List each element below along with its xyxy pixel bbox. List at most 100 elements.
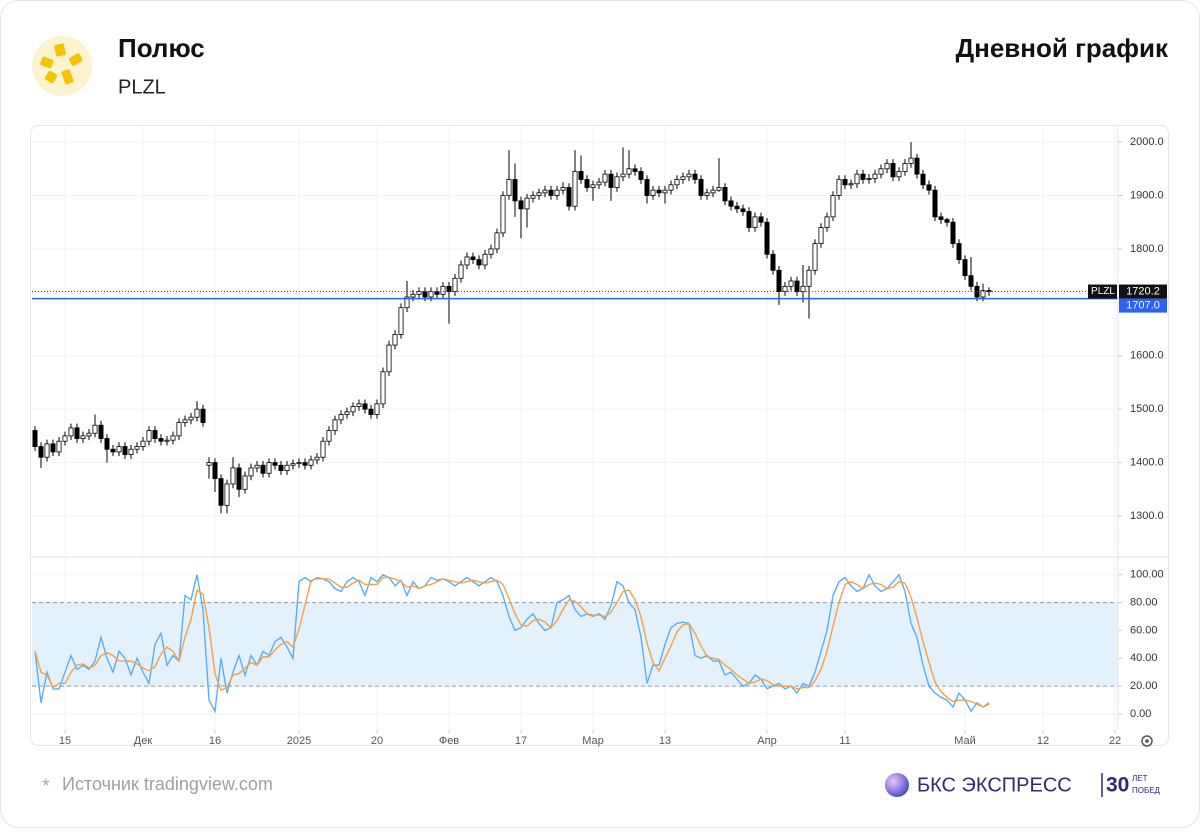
anniversary-tail: ПОБЕД bbox=[1132, 786, 1161, 795]
candle-body bbox=[248, 467, 254, 477]
candle-body bbox=[626, 168, 632, 175]
candle-body bbox=[440, 285, 446, 295]
candle-body bbox=[398, 307, 404, 335]
candle-body bbox=[80, 435, 86, 439]
candle-body bbox=[284, 464, 290, 472]
candle-body bbox=[518, 200, 524, 210]
candle-body bbox=[470, 256, 476, 261]
candle-body bbox=[188, 416, 194, 421]
plot-area: 1300.01400.01500.01600.01700.01800.01900… bbox=[32, 125, 1167, 747]
candle-body bbox=[362, 403, 368, 410]
candle-body bbox=[962, 259, 968, 277]
x-tick-label: Фев bbox=[439, 735, 459, 747]
candle-body bbox=[152, 430, 158, 439]
candle-body bbox=[56, 440, 62, 453]
candle-body bbox=[98, 424, 104, 439]
candle-body bbox=[890, 163, 896, 178]
candle-body bbox=[824, 216, 830, 228]
candle-body bbox=[734, 205, 740, 210]
series-line bbox=[34, 573, 990, 714]
y-tick-label: 1400.0 bbox=[1130, 456, 1164, 468]
company-name: Полюс bbox=[118, 33, 205, 63]
candle-body bbox=[572, 171, 578, 207]
candle-body bbox=[794, 280, 800, 293]
candle-body bbox=[32, 430, 38, 447]
candle-body bbox=[176, 422, 182, 437]
candle-body bbox=[344, 411, 350, 415]
candle-body bbox=[620, 173, 626, 178]
settings-icon[interactable] bbox=[1141, 735, 1153, 747]
anniversary-word: ЛЕТ bbox=[1132, 774, 1148, 783]
candle-body bbox=[926, 184, 932, 191]
candle-body bbox=[740, 208, 746, 212]
candle-body bbox=[680, 176, 686, 180]
candle-body bbox=[662, 189, 668, 194]
candle-body bbox=[950, 221, 956, 244]
company-logo bbox=[32, 36, 92, 96]
candle-body bbox=[830, 195, 836, 218]
candle-body bbox=[332, 419, 338, 431]
source-note: Источник tradingview.com bbox=[62, 774, 273, 794]
candle-body bbox=[776, 269, 782, 293]
candle-body bbox=[392, 333, 398, 346]
candle-body bbox=[242, 475, 248, 490]
candle-body bbox=[62, 435, 68, 442]
candle-body bbox=[692, 173, 698, 180]
candle-body bbox=[584, 179, 590, 188]
candle-body bbox=[554, 189, 560, 196]
candle-body bbox=[902, 163, 908, 172]
candle-body bbox=[932, 189, 938, 218]
candle-body bbox=[278, 464, 284, 472]
candle-body bbox=[416, 291, 422, 295]
ticker: PLZL bbox=[118, 76, 166, 98]
y-tick-label: 80.00 bbox=[1130, 596, 1158, 608]
candle-body bbox=[674, 179, 680, 186]
y-tick-label: 1300.0 bbox=[1130, 510, 1164, 522]
level-label: 1707.0 bbox=[1126, 300, 1160, 312]
candle-body bbox=[758, 216, 764, 223]
y-tick-label: 40.00 bbox=[1130, 652, 1158, 664]
candle-body bbox=[146, 430, 152, 442]
candle-body bbox=[260, 464, 266, 474]
candle-body bbox=[668, 184, 674, 191]
y-tick-label: 1500.0 bbox=[1130, 403, 1164, 415]
candle-body bbox=[464, 256, 470, 266]
candle-body bbox=[530, 195, 536, 199]
y-tick-label: 2000.0 bbox=[1130, 136, 1164, 148]
candle-body bbox=[296, 462, 302, 465]
candle-body bbox=[770, 253, 776, 271]
candle-body bbox=[158, 438, 164, 442]
candle-body bbox=[224, 483, 230, 506]
candle-body bbox=[338, 414, 344, 421]
footnote-mark: * bbox=[42, 775, 50, 797]
candle-body bbox=[272, 462, 278, 466]
candle-body bbox=[506, 179, 512, 196]
candle-body bbox=[578, 171, 584, 180]
candle-body bbox=[128, 448, 134, 455]
candle-body bbox=[404, 296, 410, 309]
symbol-tag bbox=[1088, 284, 1117, 299]
candle-body bbox=[860, 173, 866, 180]
last-price-label: 1720.2 bbox=[1126, 285, 1160, 297]
candle-body bbox=[494, 232, 500, 250]
candle-body bbox=[206, 462, 212, 466]
candle-body bbox=[476, 259, 482, 266]
candle-body bbox=[368, 408, 374, 415]
candle-body bbox=[686, 173, 692, 178]
candle-body bbox=[68, 427, 74, 437]
y-tick-label: 100.00 bbox=[1130, 569, 1164, 581]
candle-body bbox=[290, 463, 296, 466]
candle-body bbox=[848, 183, 854, 186]
candle-body bbox=[458, 264, 464, 279]
x-tick-label: Мар bbox=[582, 735, 604, 747]
candle-body bbox=[524, 197, 530, 210]
candle-body bbox=[116, 446, 122, 453]
candle-body bbox=[920, 173, 926, 186]
candle-body bbox=[122, 446, 128, 455]
candle-body bbox=[644, 179, 650, 196]
candle-body bbox=[896, 171, 902, 178]
x-tick-label: 13 bbox=[659, 735, 671, 747]
candle-body bbox=[134, 446, 140, 450]
